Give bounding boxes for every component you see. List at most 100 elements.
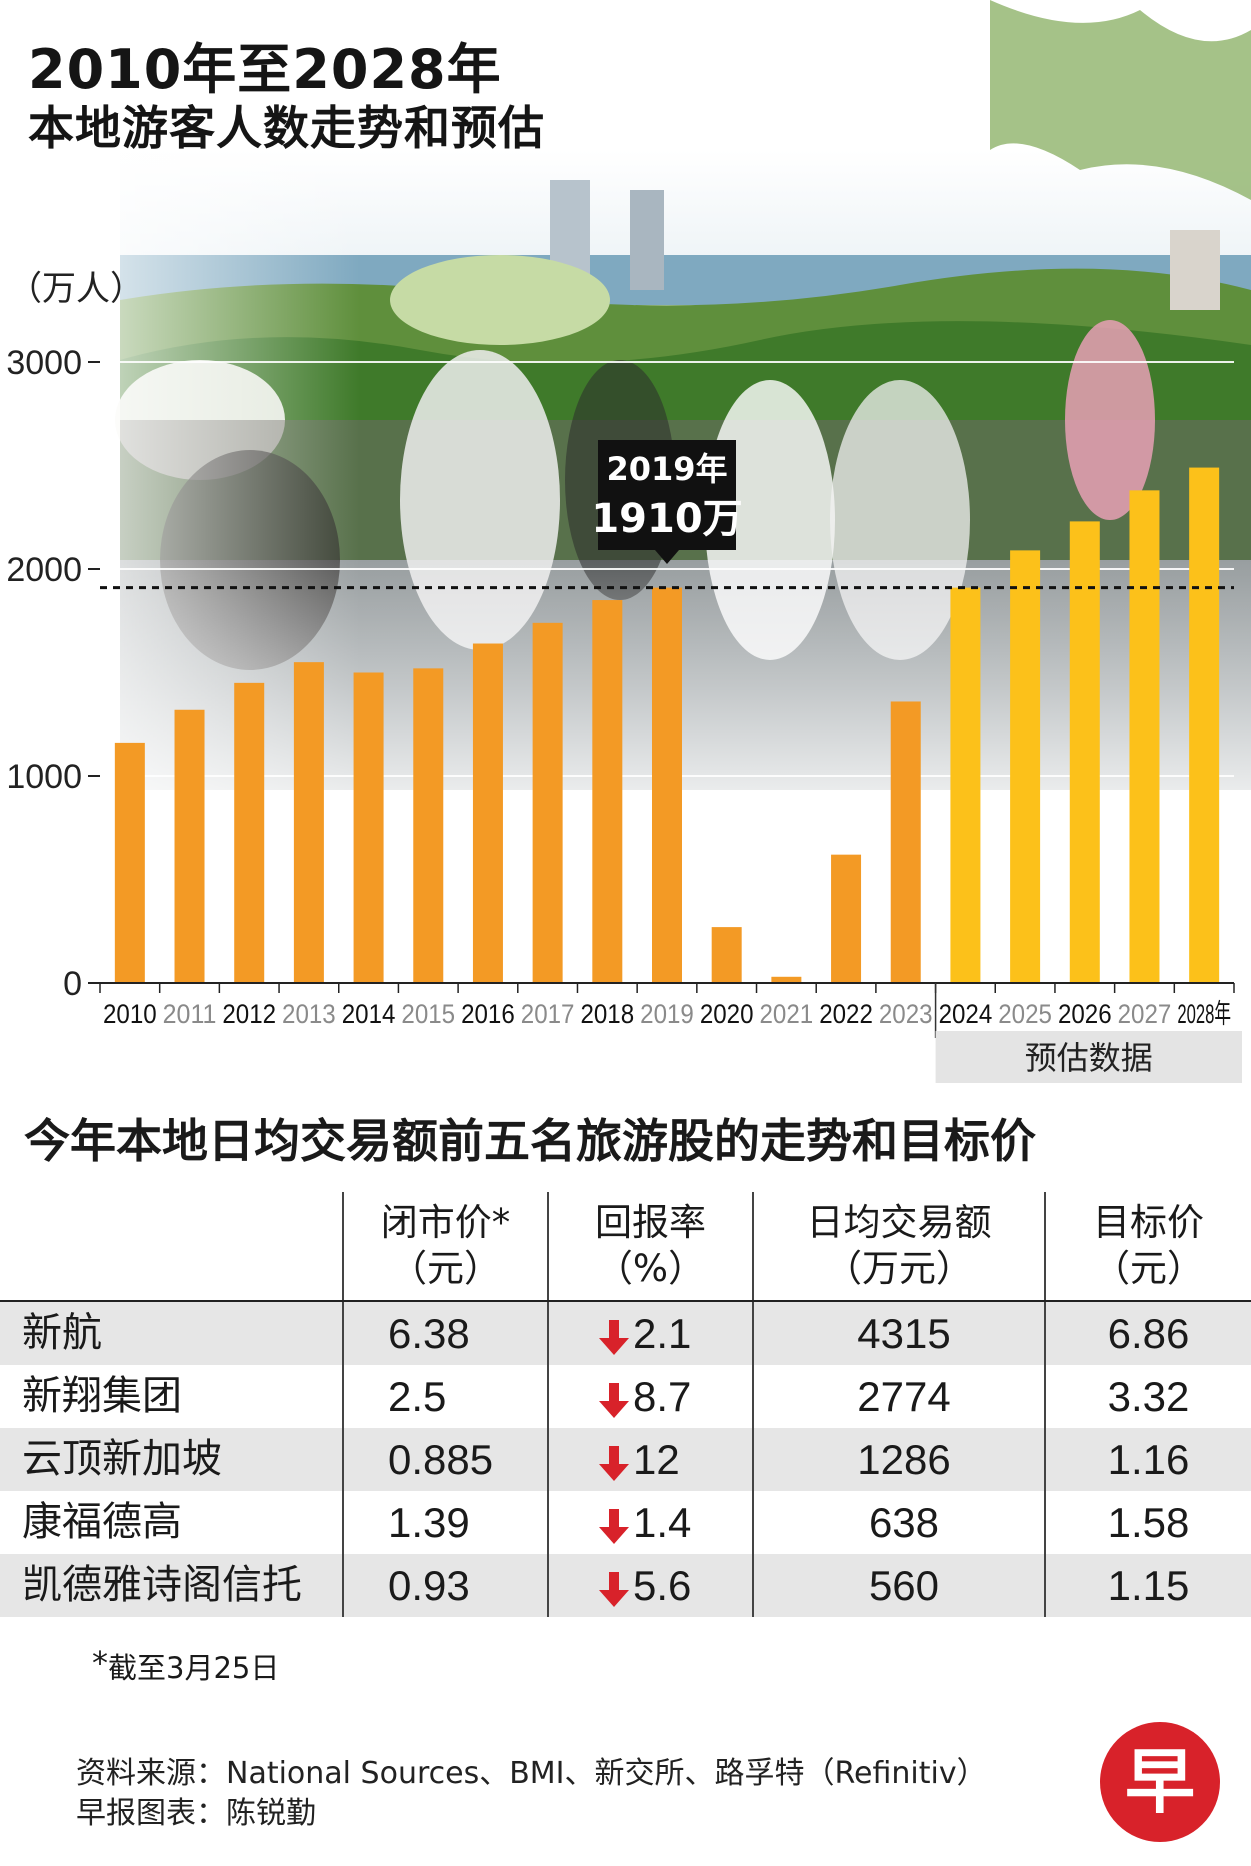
footnote: *截至3月25日	[92, 1644, 280, 1685]
return-cell: 12	[547, 1428, 753, 1491]
x-tick-label: 2020	[700, 999, 754, 1029]
bar-2011	[174, 709, 205, 983]
table-row: 云顶新加坡 0.885 12 1286 1.16	[0, 1428, 1251, 1491]
tourism-stocks-table: 闭市价* （元） 回报率 （%） 日均交易额 （万元） 目标价 （元） 新航 6.38 …	[0, 1192, 1251, 1617]
chart-title-line2: 本地游客人数走势和预估	[28, 101, 545, 155]
bar-2018	[592, 600, 623, 983]
header-return: 回报率 （%）	[547, 1192, 753, 1302]
header-name	[0, 1192, 343, 1302]
x-tick-label: 2027	[1118, 999, 1172, 1029]
close-price: 2.5	[342, 1365, 548, 1428]
bar-2013	[293, 662, 324, 983]
callout-box	[598, 440, 736, 550]
bar-2014	[353, 672, 384, 983]
bar-2026	[1069, 521, 1100, 983]
target-price: 1.58	[1044, 1491, 1251, 1554]
chart-credit: 早报图表：陈锐勤	[76, 1796, 316, 1831]
bar-2019	[652, 587, 682, 983]
header-target-price: 目标价 （元）	[1044, 1192, 1251, 1302]
y-axis-label: （万人）	[8, 269, 144, 309]
x-tick-label: 2021	[760, 999, 814, 1029]
close-price: 0.885	[342, 1428, 548, 1491]
bar-2022	[831, 854, 862, 983]
bar-2012	[234, 682, 265, 983]
target-price: 1.16	[1044, 1428, 1251, 1491]
return-value: 12	[633, 1436, 680, 1483]
x-tick-label: 2013	[282, 999, 336, 1029]
bar-2017	[532, 622, 563, 983]
table-row: 新航 6.38 2.1 4315 6.86	[0, 1301, 1251, 1365]
x-tick-label: 2024	[939, 999, 993, 1029]
bar-2025	[1010, 550, 1041, 983]
bar-2015	[413, 668, 444, 983]
x-tick-label: 2014	[342, 999, 396, 1029]
x-tick-label: 2018	[580, 999, 634, 1029]
target-price: 6.86	[1044, 1301, 1251, 1365]
x-tick-label: 2012	[222, 999, 276, 1029]
x-tick-label: 2017	[521, 999, 575, 1029]
daily-volume: 560	[752, 1554, 1045, 1617]
stock-name: 新翔集团	[0, 1365, 343, 1428]
x-tick-label: 2025	[998, 999, 1052, 1029]
x-tick-label: 2028年	[1177, 999, 1231, 1029]
down-arrow-icon	[599, 1507, 629, 1545]
return-cell: 5.6	[547, 1554, 753, 1617]
down-arrow-icon	[599, 1318, 629, 1356]
close-price: 6.38	[342, 1301, 548, 1365]
chart-title-line1: 2010年至2028年	[28, 38, 502, 101]
x-tick-label: 2010	[103, 999, 157, 1029]
x-tick-label: 2026	[1058, 999, 1112, 1029]
y-tick-label: 1000	[6, 758, 82, 796]
header-close-price: 闭市价* （元）	[342, 1192, 548, 1302]
bar-2010	[114, 742, 145, 983]
down-arrow-icon	[599, 1381, 629, 1419]
return-value: 8.7	[633, 1373, 692, 1420]
table-row: 凯德雅诗阁信托 0.93 5.6 560 1.15	[0, 1554, 1251, 1617]
chart-callout: 2019年 1910万	[591, 440, 743, 564]
logo-text: 早	[1125, 1741, 1195, 1823]
x-tick-label: 2011	[163, 999, 217, 1029]
y-tick-label: 2000	[6, 551, 82, 589]
y-tick-label: 0	[63, 965, 82, 1003]
return-value: 1.4	[633, 1499, 692, 1546]
data-source: 资料来源：National Sources、BMI、新交所、路孚特（Refini…	[76, 1756, 987, 1791]
callout-pointer	[655, 550, 679, 564]
return-cell: 8.7	[547, 1365, 753, 1428]
x-tick-label: 2019	[640, 999, 694, 1029]
bar-2024	[950, 587, 981, 983]
x-tick-label: 2023	[879, 999, 933, 1029]
bar-2021	[771, 976, 802, 983]
header-daily-volume: 日均交易额 （万元）	[752, 1192, 1045, 1302]
x-tick-label: 2016	[461, 999, 515, 1029]
table-row: 康福德高 1.39 1.4 638 1.58	[0, 1491, 1251, 1554]
chart-axes	[88, 361, 1242, 1083]
zaobao-logo-icon: 早	[1100, 1722, 1220, 1842]
daily-volume: 638	[752, 1491, 1045, 1554]
bar-2016	[472, 643, 503, 983]
callout-year: 2019年	[606, 450, 727, 488]
daily-volume: 4315	[752, 1301, 1045, 1365]
y-tick-label: 3000	[6, 344, 82, 382]
return-cell: 1.4	[547, 1491, 753, 1554]
x-tick-label: 2015	[401, 999, 455, 1029]
bar-2027	[1129, 490, 1160, 983]
stock-name: 康福德高	[0, 1491, 343, 1554]
bar-2028年	[1189, 467, 1220, 983]
down-arrow-icon	[599, 1570, 629, 1608]
forecast-label: 预估数据	[1025, 1039, 1153, 1077]
close-price: 1.39	[342, 1491, 548, 1554]
table-title: 今年本地日均交易额前五名旅游股的走势和目标价	[24, 1114, 1036, 1168]
close-price: 0.93	[342, 1554, 548, 1617]
target-price: 3.32	[1044, 1365, 1251, 1428]
return-value: 5.6	[633, 1562, 692, 1609]
target-price: 1.15	[1044, 1554, 1251, 1617]
stock-name: 云顶新加坡	[0, 1428, 343, 1491]
chart-bars	[114, 467, 1220, 983]
forecast-band	[935, 1031, 1242, 1083]
return-value: 2.1	[633, 1310, 692, 1357]
table-row: 新翔集团 2.5 8.7 2774 3.32	[0, 1365, 1251, 1428]
daily-volume: 1286	[752, 1428, 1045, 1491]
bar-2020	[711, 927, 742, 983]
daily-volume: 2774	[752, 1365, 1045, 1428]
